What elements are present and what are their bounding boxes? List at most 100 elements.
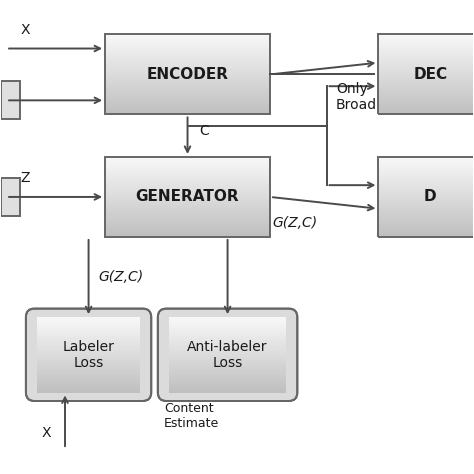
Bar — [378, 110, 474, 112]
Bar — [105, 44, 270, 45]
Bar — [378, 49, 474, 50]
Bar — [36, 376, 140, 377]
Bar — [105, 105, 270, 107]
Bar — [378, 165, 474, 166]
Bar — [105, 109, 270, 110]
Bar — [105, 107, 270, 108]
Bar — [378, 205, 474, 206]
Bar — [378, 60, 474, 61]
Bar — [105, 45, 270, 46]
Text: G(Z,C): G(Z,C) — [272, 216, 317, 230]
Bar — [378, 97, 474, 99]
Bar — [36, 338, 140, 340]
Bar — [378, 48, 474, 49]
Bar — [169, 366, 286, 367]
Bar — [105, 60, 270, 61]
Bar — [378, 157, 474, 237]
Bar — [169, 383, 286, 384]
Text: Only
Broad: Only Broad — [336, 82, 377, 112]
Bar — [378, 216, 474, 217]
Bar — [105, 82, 270, 84]
Bar — [105, 100, 270, 101]
Bar — [105, 185, 270, 186]
Bar — [169, 325, 286, 326]
Bar — [36, 365, 140, 366]
Bar — [169, 389, 286, 390]
Bar — [378, 57, 474, 58]
Bar — [36, 375, 140, 376]
Bar — [169, 330, 286, 331]
Bar — [169, 386, 286, 387]
Bar — [36, 344, 140, 345]
Bar — [36, 354, 140, 355]
Bar — [36, 332, 140, 333]
Text: X: X — [41, 426, 51, 439]
Bar — [36, 335, 140, 336]
Bar — [105, 196, 270, 197]
Bar — [169, 323, 286, 325]
Bar — [105, 166, 270, 168]
Bar — [36, 327, 140, 328]
Bar — [378, 84, 474, 85]
Bar — [105, 157, 270, 237]
Bar — [36, 390, 140, 391]
Bar — [105, 61, 270, 63]
Bar — [105, 211, 270, 213]
Bar — [105, 172, 270, 173]
Bar — [36, 385, 140, 386]
Bar — [169, 379, 286, 380]
Bar — [105, 181, 270, 182]
Text: Anti-labeler
Loss: Anti-labeler Loss — [187, 340, 268, 370]
Bar — [169, 319, 286, 321]
Bar — [378, 55, 474, 56]
Text: DEC: DEC — [413, 67, 447, 82]
Bar — [105, 88, 270, 89]
Text: GENERATOR: GENERATOR — [136, 190, 239, 204]
Bar — [36, 340, 140, 341]
Bar — [378, 100, 474, 101]
Bar — [105, 55, 270, 56]
Bar — [169, 326, 286, 327]
Bar — [378, 200, 474, 201]
Bar — [105, 101, 270, 102]
Bar — [36, 387, 140, 389]
Bar — [169, 348, 286, 350]
Bar — [169, 355, 286, 356]
Bar — [105, 229, 270, 230]
Bar — [378, 190, 474, 191]
Bar — [105, 65, 270, 66]
Bar — [105, 104, 270, 105]
Bar — [105, 189, 270, 190]
Bar — [378, 222, 474, 224]
Bar — [169, 370, 286, 371]
Bar — [105, 200, 270, 201]
Bar — [378, 63, 474, 64]
Bar — [169, 377, 286, 379]
Bar — [169, 373, 286, 374]
Text: Z: Z — [20, 171, 30, 185]
Bar — [378, 228, 474, 229]
Bar — [105, 73, 270, 74]
Bar — [378, 91, 474, 92]
Bar — [378, 161, 474, 162]
Bar — [378, 197, 474, 198]
Bar — [378, 232, 474, 233]
Bar — [105, 168, 270, 169]
Bar — [378, 89, 474, 91]
Bar — [36, 342, 140, 344]
Bar — [105, 217, 270, 219]
Bar — [169, 337, 286, 338]
Bar — [36, 367, 140, 369]
Bar — [36, 357, 140, 358]
Bar — [169, 371, 286, 373]
Bar — [105, 173, 270, 174]
Bar — [378, 35, 474, 36]
Bar — [36, 337, 140, 338]
Text: X: X — [20, 23, 30, 36]
Bar — [105, 169, 270, 170]
Bar — [36, 360, 140, 361]
Bar — [378, 166, 474, 168]
Bar — [378, 217, 474, 219]
Bar — [105, 175, 270, 177]
Bar — [378, 224, 474, 225]
